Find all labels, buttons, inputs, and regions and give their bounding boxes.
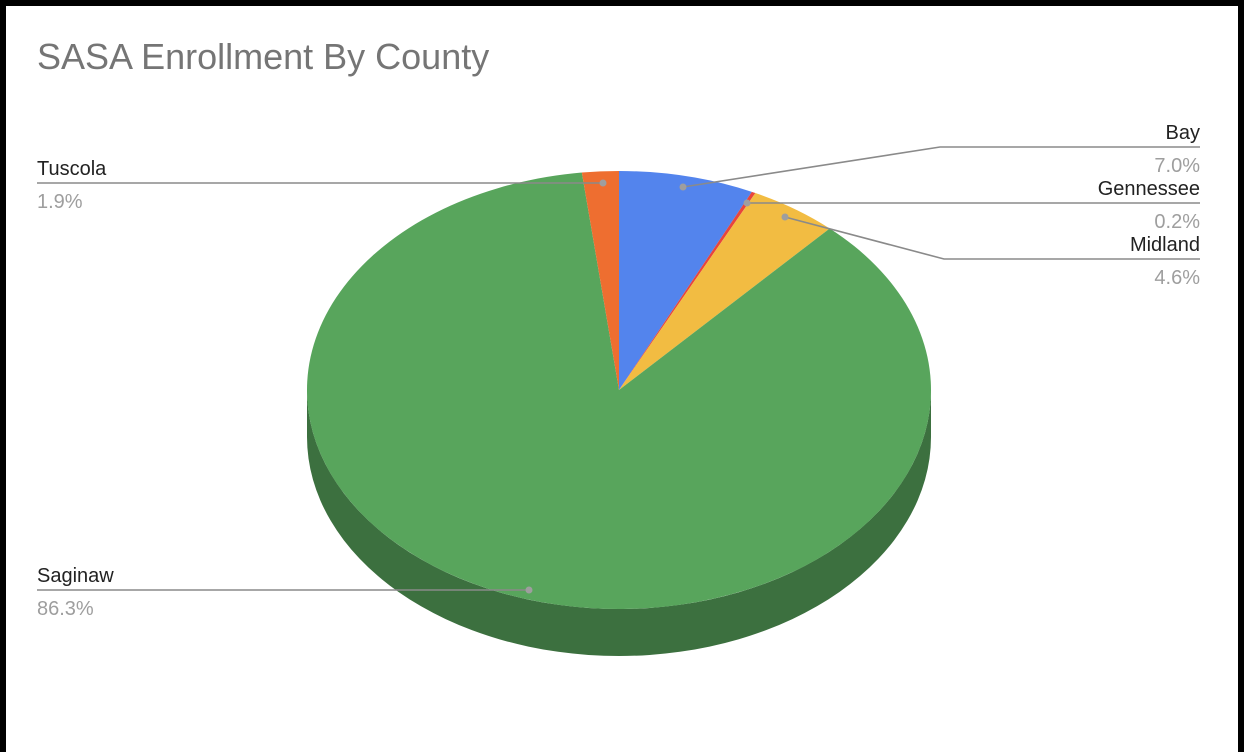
pie-slice-bay[interactable] bbox=[619, 171, 752, 390]
pie-slice-gennessee[interactable] bbox=[619, 191, 756, 390]
slice-label-saginaw: Saginaw bbox=[37, 565, 114, 587]
leader-dot-tuscola bbox=[599, 179, 607, 187]
leader-line-midland bbox=[784, 216, 1200, 260]
slice-label-midland: Midland bbox=[1130, 234, 1200, 256]
leader-dot-saginaw bbox=[525, 586, 533, 594]
leader-dot-bay bbox=[679, 183, 687, 191]
slice-label-gennessee: Gennessee bbox=[1098, 178, 1200, 200]
slice-percent-tuscola: 1.9% bbox=[37, 191, 83, 213]
chart-title: SASA Enrollment By County bbox=[37, 36, 490, 77]
pie-slice-saginaw[interactable] bbox=[307, 172, 932, 609]
slice-label-tuscola: Tuscola bbox=[37, 158, 107, 180]
slice-percent-midland: 4.6% bbox=[1154, 267, 1200, 289]
slice-percent-gennessee: 0.2% bbox=[1154, 211, 1200, 233]
leader-dot-gennessee bbox=[743, 199, 751, 207]
pie-slice-tuscola[interactable] bbox=[581, 171, 619, 390]
slice-label-bay: Bay bbox=[1166, 122, 1200, 144]
slice-percent-saginaw: 86.3% bbox=[37, 598, 94, 620]
leader-dot-midland bbox=[781, 213, 789, 221]
leader-line-bay bbox=[682, 146, 1200, 188]
slice-percent-bay: 7.0% bbox=[1154, 155, 1200, 177]
pie-slice-midland[interactable] bbox=[619, 193, 830, 390]
